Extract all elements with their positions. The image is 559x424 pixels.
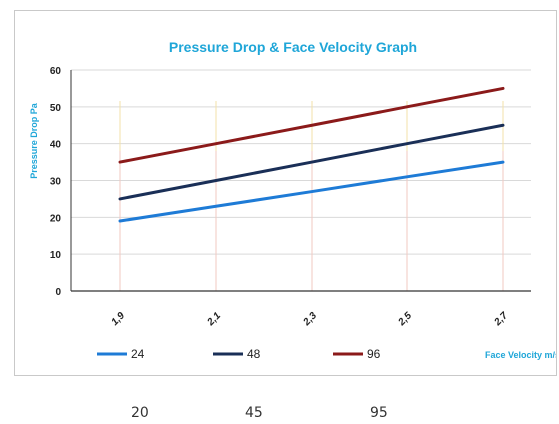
chart-title: Pressure Drop & Face Velocity Graph	[169, 39, 417, 55]
y-tick-label: 60	[50, 66, 62, 77]
legend-label-24: 24	[131, 347, 145, 361]
grid-layer	[71, 69, 531, 291]
y-tick-label: 50	[50, 103, 62, 114]
chart-svg: Pressure Drop & Face Velocity Graph Pres…	[29, 39, 556, 361]
x-tick-label: 1,9	[109, 310, 127, 328]
axis-layer: 0 10 20 30 40 50 60 1,9 2,1 2,3 2,5 2,7	[50, 66, 531, 329]
below-value: 95	[370, 405, 388, 421]
legend-label-96: 96	[367, 347, 381, 361]
x-tick-label: 2,7	[492, 310, 511, 329]
series-line-24	[118, 160, 505, 223]
series-layer	[118, 86, 505, 223]
legend: 24 48 96	[97, 347, 381, 361]
legend-label-48: 48	[247, 347, 261, 361]
below-value: 45	[245, 405, 263, 421]
below-value: 20	[131, 405, 149, 421]
y-tick-label: 10	[50, 250, 62, 261]
y-tick-label: 0	[55, 287, 61, 298]
series-line-48	[118, 123, 505, 201]
y-tick-label: 30	[50, 177, 62, 188]
series-line-96	[118, 86, 505, 164]
x-tick-label: 2,5	[396, 310, 415, 329]
y-axis-label: Pressure Drop Pa	[29, 102, 39, 179]
chart-frame: Pressure Drop & Face Velocity Graph Pres…	[14, 10, 557, 376]
y-tick-label: 40	[50, 140, 62, 151]
x-axis-label: Face Velocity m/s	[485, 350, 556, 360]
x-tick-label: 2,3	[301, 310, 320, 329]
x-tick-label: 2,1	[205, 310, 224, 329]
y-tick-label: 20	[50, 213, 62, 224]
